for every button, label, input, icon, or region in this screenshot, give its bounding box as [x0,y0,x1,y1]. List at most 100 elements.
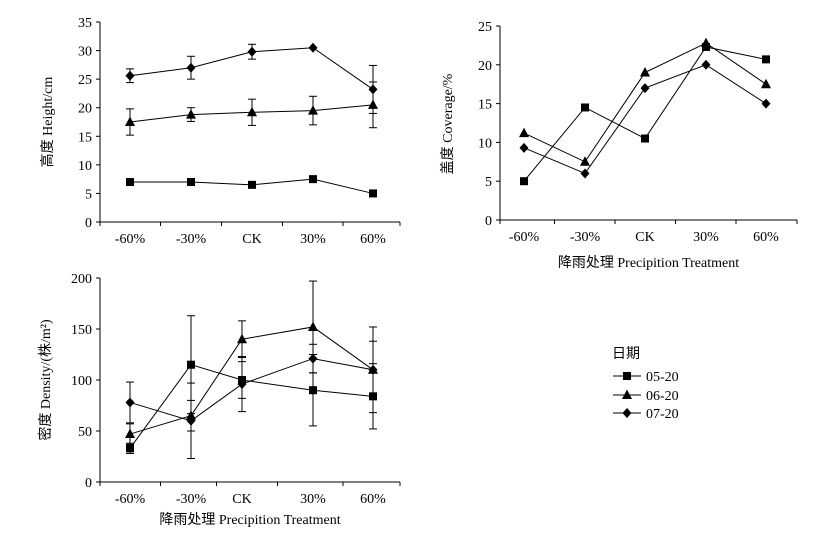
x-tick-label: -60% [509,230,540,245]
x-tick-label: CK [635,230,654,245]
data-point [125,397,135,408]
data-point [309,386,317,395]
y-tick-label: 100 [71,374,92,389]
data-point [125,70,135,81]
x-tick-label: 60% [753,230,779,245]
legend-item-05-20: 05-20 [613,370,679,385]
series-line [129,364,374,449]
data-point [308,353,318,364]
series-07-20 [519,59,771,179]
legend-title: 日期 [612,346,640,362]
y-tick-label: 10 [78,159,92,174]
series-line [523,64,767,175]
y-tick-label: 10 [478,136,492,151]
data-point [186,109,196,119]
y-tick-label: 150 [71,323,92,338]
data-point [309,175,317,184]
data-point [520,177,528,186]
data-point [701,37,711,48]
x-tick-label: -30% [570,230,601,245]
data-point [308,105,318,115]
data-point [368,364,378,375]
series-07-20 [125,42,378,114]
y-axis-title: 盖度 Coverage/% [440,73,456,174]
series-06-20 [125,81,378,136]
data-point [248,180,256,189]
data-point [701,59,711,70]
data-point [761,78,771,89]
legend-marker-triangle [622,389,632,399]
data-point [581,103,589,112]
data-point [519,142,529,153]
y-tick-label: 0 [485,214,492,229]
data-point [247,46,257,57]
x-axis-title: 降雨处理 Precipition Treatment [558,255,739,271]
x-tick-label: -60% [115,232,146,247]
chart-panel-3: 0 50 100 150 200 -60% -30% CK 30% 60% 密度 Density/(… [37,272,401,528]
data-point [237,379,247,390]
legend-item-06-20: 06-20 [613,389,679,404]
y-tick-label: 20 [478,59,492,74]
y-tick-label: 5 [485,175,492,190]
y-tick-label: 5 [85,187,92,202]
data-point [308,321,318,331]
series-05-20 [126,315,377,454]
x-tick-label: 30% [693,230,719,245]
data-point [187,178,195,186]
data-point [580,168,590,179]
x-tick-label: 30% [300,232,326,247]
y-axis-title: 密度 Density/(株/m²) [37,319,54,441]
data-point [641,134,649,143]
data-point [247,106,257,117]
data-point [308,42,318,53]
data-point [126,178,134,186]
series-05-20 [126,175,377,198]
legend-label: 06-20 [646,389,679,404]
data-point [125,116,135,126]
y-tick-label: 15 [78,130,92,145]
data-point [187,360,195,369]
x-tick-label: 60% [360,492,386,507]
x-tick-label: CK [242,232,261,247]
y-tick-label: 25 [78,73,92,88]
legend: 日期 05-20 06-20 07-20 [612,346,679,422]
data-point [237,333,247,344]
y-axis-title: 高度 Height/cm [39,77,56,168]
data-point [640,83,650,94]
data-point [125,428,135,439]
data-point [186,415,196,426]
data-point [761,98,771,109]
y-tick-label: 15 [478,98,492,113]
y-tick-label: 20 [78,102,92,117]
x-tick-label: -30% [176,232,207,247]
legend-item-07-20: 07-20 [613,407,679,422]
y-tick-label: 50 [78,425,92,440]
y-tick-label: 30 [78,45,92,60]
x-tick-label: -60% [115,492,146,507]
series-05-20 [520,42,770,186]
series-line [129,358,374,422]
y-tick-label: 35 [78,16,92,31]
x-axis-title: 降雨处理 Precipition Treatment [159,512,340,528]
chart-panel-1: 0 5 10 15 20 25 30 35 -60% -30% CK 30% 60% 高度 Height/… [39,16,401,247]
data-point [369,189,377,198]
x-tick-label: -30% [176,492,207,507]
series-06-20 [519,37,771,166]
legend-marker-diamond [622,408,632,418]
chart-panel-2: 0 5 10 15 20 25 -60% -30% CK 30% 60% 盖度 Coverage/% 降… [440,20,798,271]
legend-label: 05-20 [646,370,679,385]
data-point [640,67,650,77]
data-point [186,62,196,73]
series-line [523,42,767,163]
series-06-20 [125,280,378,445]
legend-marker-square [623,372,631,380]
y-tick-label: 0 [85,216,92,231]
x-tick-label: 60% [360,232,386,247]
y-tick-label: 200 [71,272,92,287]
y-tick-label: 0 [85,476,92,491]
data-point [126,444,134,453]
y-tick-label: 25 [478,20,492,35]
legend-label: 07-20 [646,407,679,422]
x-tick-label: 30% [300,492,326,507]
